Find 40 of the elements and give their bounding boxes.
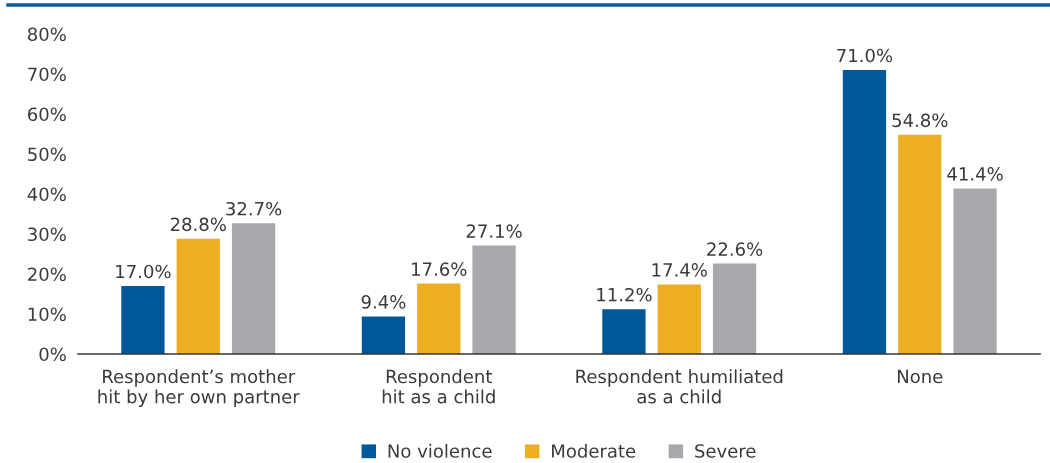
legend-label: Moderate [552,443,636,458]
y-tick-label: 20% [28,267,66,282]
x-tick-label: Respondent hit as a child [382,369,495,404]
x-tick-label: Respondent’s mother hit by her own partner [98,369,300,407]
bar [417,283,461,354]
bar [176,238,220,354]
bar [361,316,406,354]
y-tick-label: 10% [28,307,66,322]
y-tick-label: 50% [28,147,66,162]
bar [657,284,701,354]
data-label: 17.6% [412,262,467,276]
y-tick-label: 60% [28,107,66,122]
bar [953,188,997,354]
y-tick-label: 80% [27,27,66,42]
data-label: 27.1% [466,224,522,238]
bar [472,245,516,354]
y-tick-label: 70% [28,67,66,82]
x-tick-label: None [897,369,943,384]
bar [842,70,887,354]
data-label: 28.8% [170,217,226,232]
x-tick-label: Respondent humiliated as a child [576,369,783,404]
data-label: 71.0% [837,48,893,63]
data-label: 9.4% [361,295,406,309]
data-label: 17.0% [116,264,171,279]
data-label: 11.2% [597,287,652,302]
legend-label: Severe [695,444,756,458]
data-label: 54.8% [892,113,948,128]
y-tick-label: 30% [28,227,66,242]
legend-label: No violence [388,443,492,458]
data-label: 41.4% [947,167,1003,181]
data-label: 32.7% [226,201,282,216]
bar [602,309,646,354]
bar [898,134,942,354]
data-label: 17.4% [652,263,707,277]
bar [712,263,757,354]
y-tick-label: 0% [39,347,66,362]
y-tick-label: 40% [27,187,66,202]
data-label: 22.6% [707,242,763,256]
bar [121,286,165,354]
bar [231,223,276,354]
